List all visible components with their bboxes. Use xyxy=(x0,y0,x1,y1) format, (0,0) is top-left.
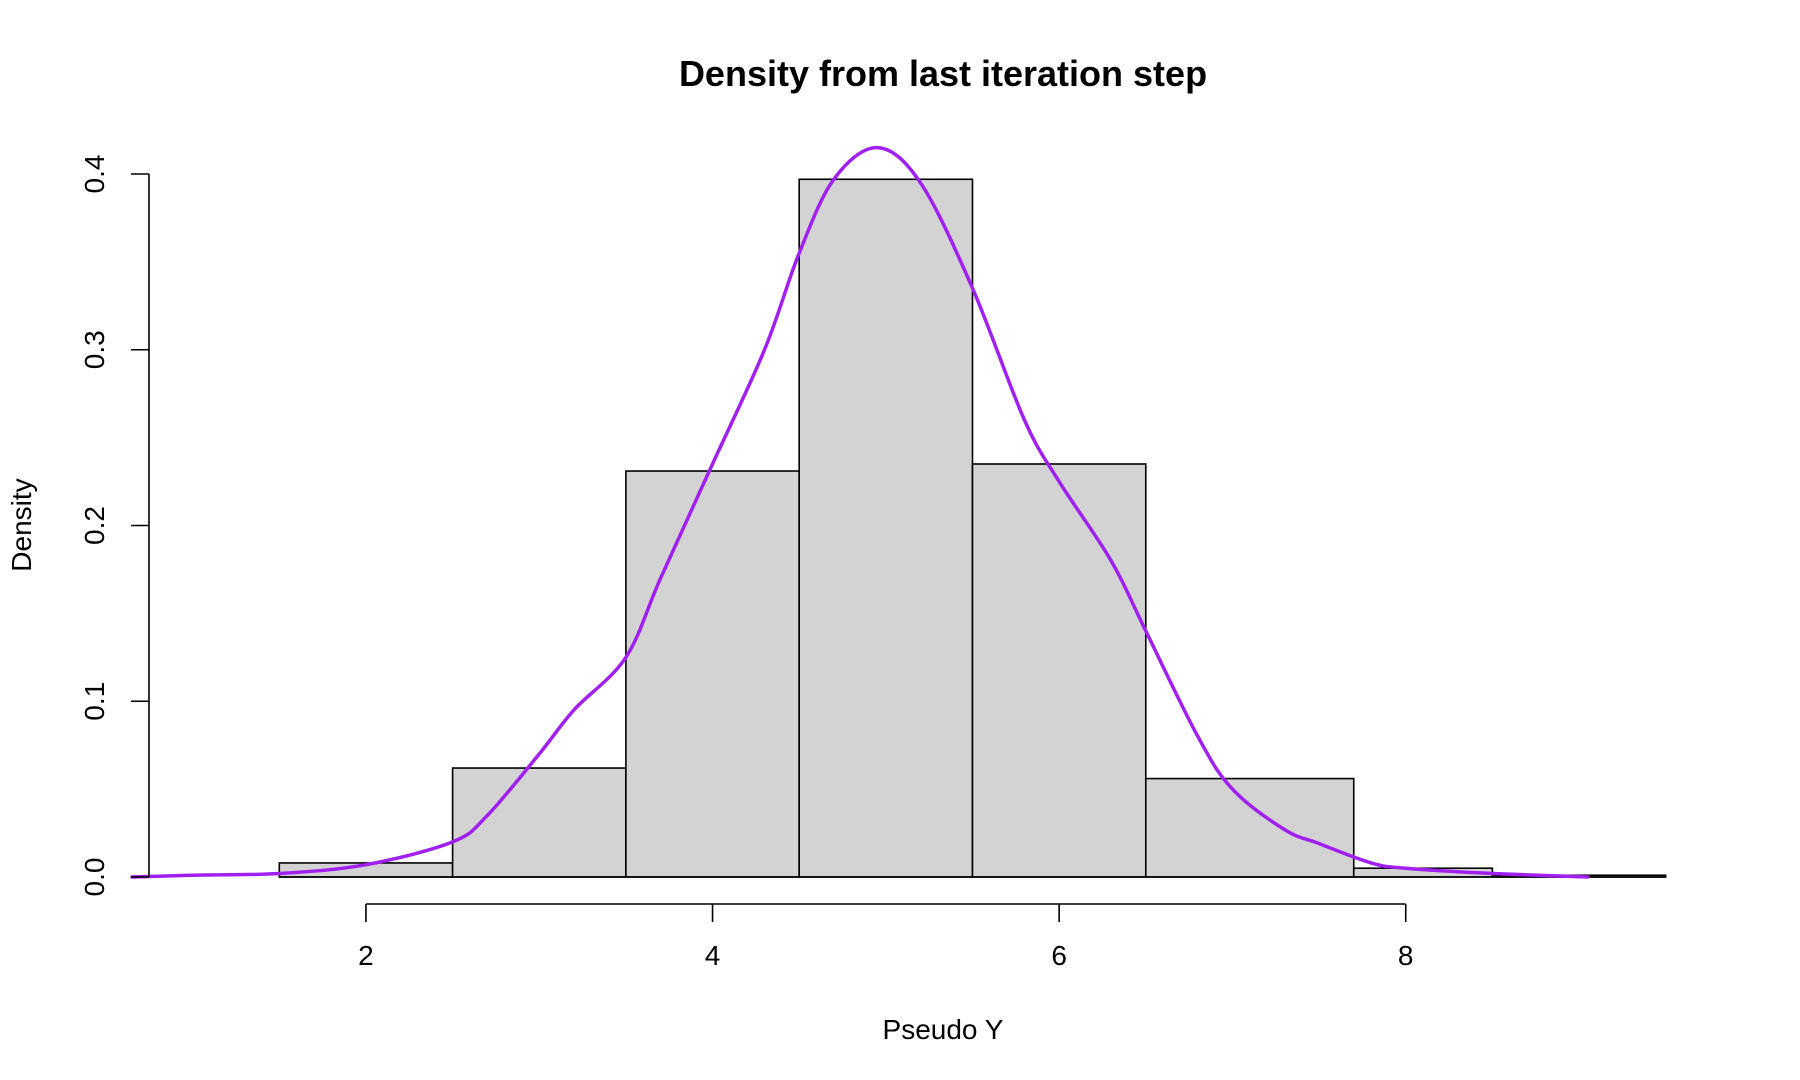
density-curve-group xyxy=(130,145,1590,879)
histogram-bar-5 xyxy=(971,463,1147,878)
histogram-bar-4 xyxy=(798,178,974,878)
histogram-bar-3 xyxy=(625,470,800,878)
y-tick-label: 0.2 xyxy=(79,506,110,545)
x-axis-label: Pseudo Y xyxy=(883,1014,1004,1045)
x-tick-label: 4 xyxy=(705,940,721,971)
y-tick-label: 0.1 xyxy=(79,682,110,721)
histogram-bars xyxy=(278,178,1667,878)
x-tick-label: 6 xyxy=(1051,940,1067,971)
density-curve xyxy=(130,145,1590,879)
x-tick-label: 2 xyxy=(358,940,374,971)
y-tick-label: 0.0 xyxy=(79,858,110,897)
histogram-bar-6 xyxy=(1144,777,1355,878)
y-axis-label: Density xyxy=(6,478,37,571)
x-tick-label: 8 xyxy=(1398,940,1414,971)
x-axis: 2 4 6 8 xyxy=(358,903,1414,971)
chart-title: Density from last iteration step xyxy=(679,53,1207,94)
y-tick-label: 0.3 xyxy=(79,330,110,369)
y-axis: 0.0 0.1 0.2 0.3 0.4 xyxy=(79,155,150,897)
y-tick-label: 0.4 xyxy=(79,155,110,194)
